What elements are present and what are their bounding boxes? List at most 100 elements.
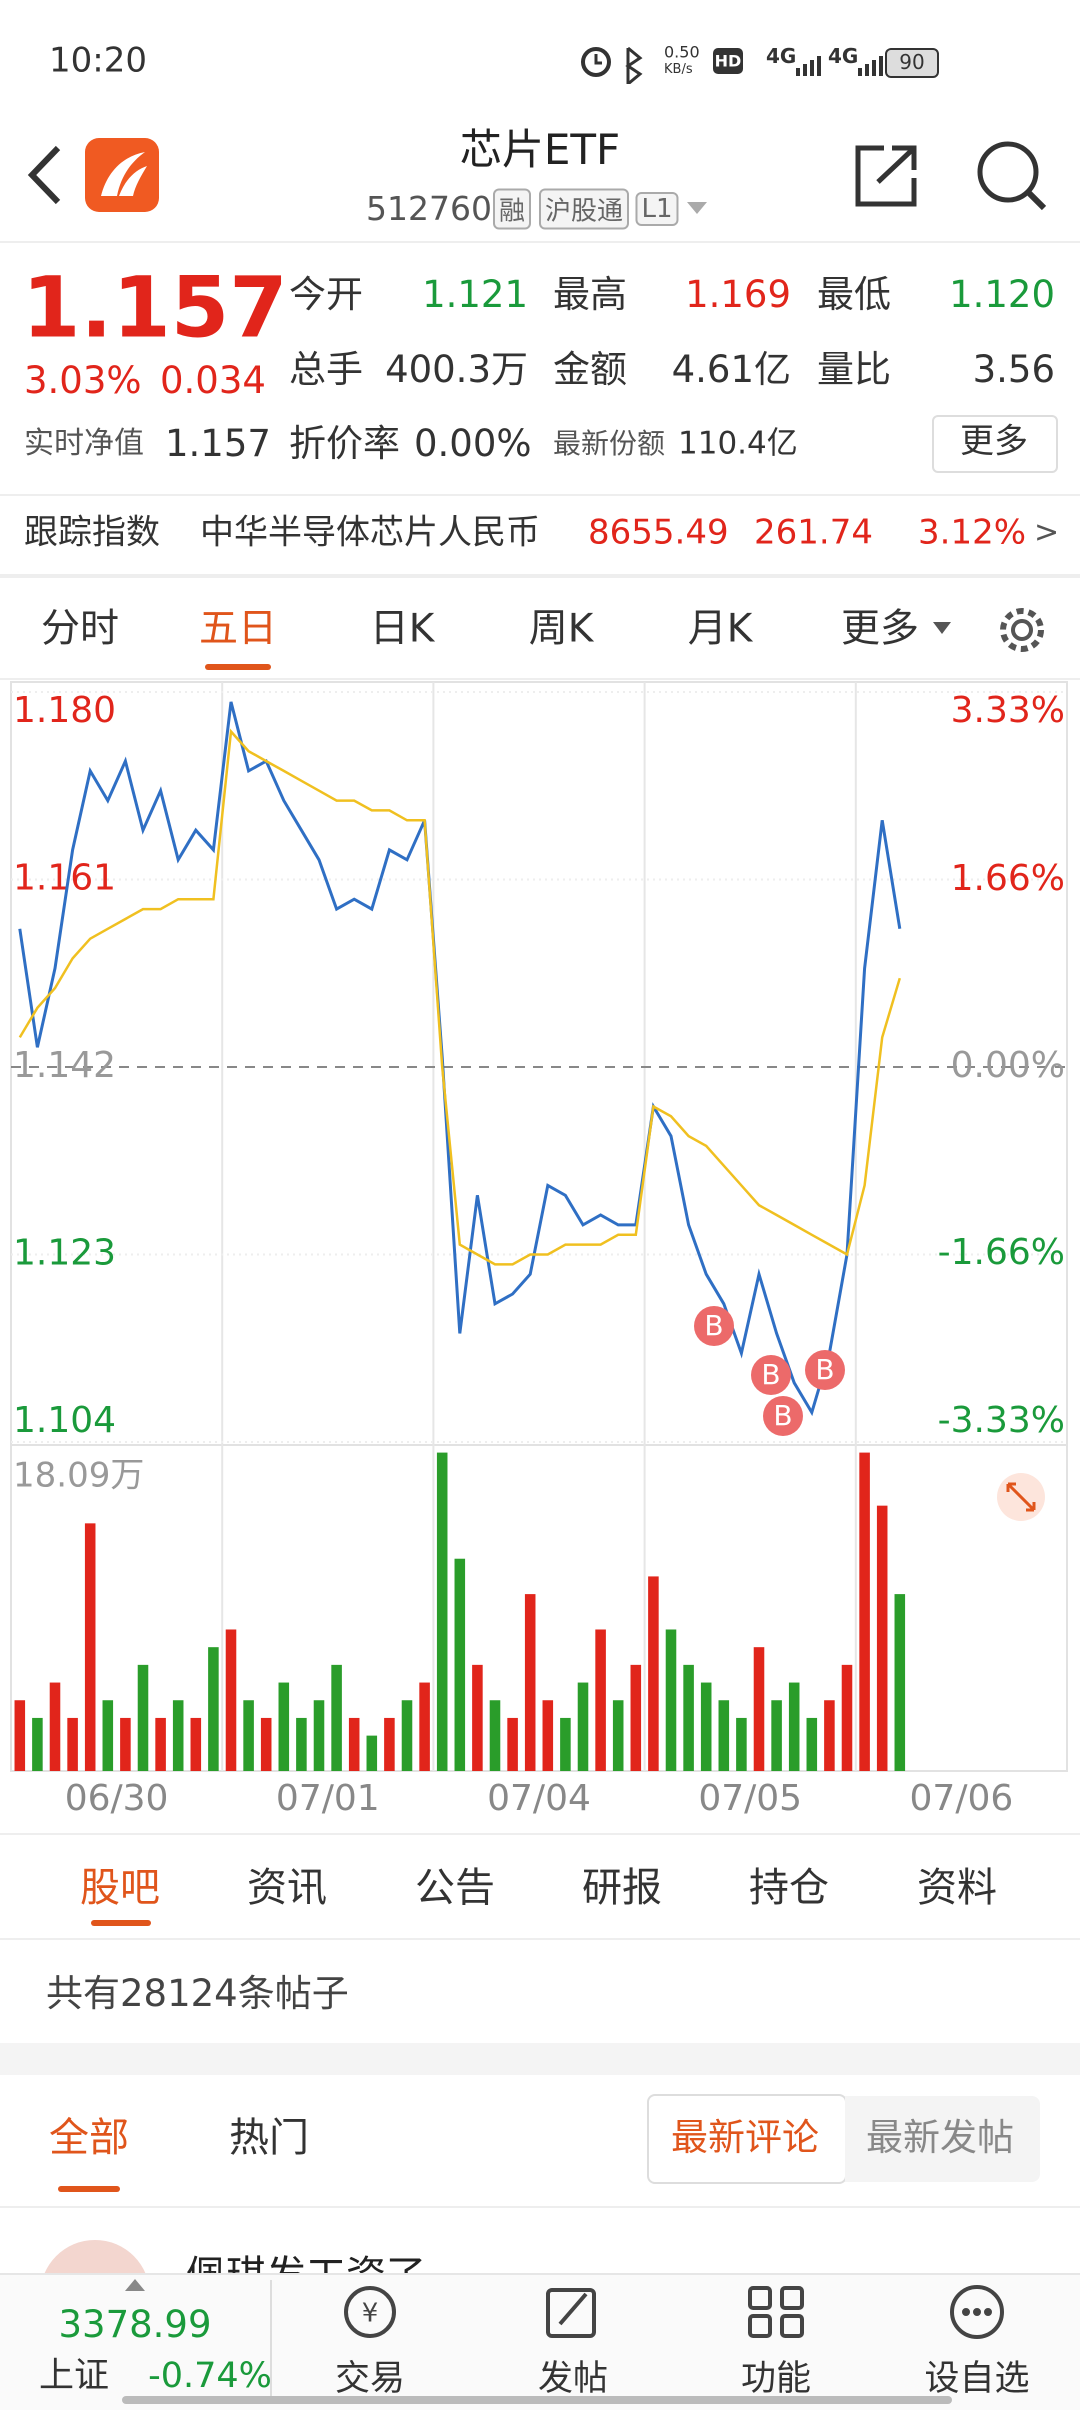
back-button[interactable] [20, 140, 70, 210]
tab-underline [58, 2186, 120, 2192]
net-speed: 0.50 [664, 42, 700, 62]
volume-bar [648, 1576, 659, 1771]
change: 0.034 [160, 358, 266, 402]
content-tab[interactable]: 资讯 [247, 1865, 327, 1911]
chart-tab[interactable]: 月K [687, 606, 753, 652]
title: 芯片ETF [459, 124, 621, 174]
index-change-pct: 3.12% [918, 512, 1027, 553]
volume-bar [313, 1700, 325, 1771]
content-tab[interactable]: 资料 [917, 1865, 997, 1911]
buy-marker-label: B [704, 1309, 723, 1342]
battery-level: 90 [899, 50, 925, 74]
volume-bar [190, 1717, 202, 1771]
index-arrow[interactable]: > [1034, 515, 1060, 550]
battery [885, 48, 939, 78]
sort-label: 最新发帖 [866, 2115, 1014, 2159]
volume-bar [366, 1735, 378, 1771]
nav-label: 实时净值 [24, 426, 144, 461]
buy-marker [751, 1355, 791, 1395]
stat-label: 量比 [817, 347, 891, 391]
stat-label: 最低 [817, 272, 891, 316]
x-tick-label: 06/30 [65, 1778, 169, 1819]
y2-tick-label: 1.66% [951, 858, 1065, 899]
y-tick-label: 1.123 [13, 1233, 116, 1274]
nav-item[interactable]: 功能 [740, 2359, 812, 2399]
index-name: 上证 [38, 2356, 110, 2396]
settings-button[interactable] [994, 602, 1050, 658]
volume-tick-label: 18.09万 [13, 1456, 144, 1496]
volume-bar [507, 1717, 518, 1771]
index-name: 中华半导体芯片人民币 [200, 512, 540, 553]
share-button[interactable] [852, 142, 922, 208]
volume-bar [137, 1664, 149, 1771]
volume-bar [577, 1682, 589, 1771]
volume-bar [806, 1717, 818, 1771]
volume-bar [595, 1629, 606, 1771]
average-line [18, 728, 901, 1266]
nav-item[interactable]: 交易 [334, 2359, 406, 2399]
content-tab[interactable]: 研报 [582, 1865, 662, 1911]
volume-bar [718, 1700, 730, 1771]
sort-button[interactable] [845, 2096, 1040, 2182]
volume-bar [489, 1700, 501, 1771]
content-tab[interactable]: 公告 [415, 1865, 495, 1911]
volume-bar [665, 1629, 677, 1771]
volume-bar [824, 1700, 835, 1771]
filter-tab[interactable]: 热门 [229, 2115, 309, 2161]
dropdown-arrow[interactable] [686, 200, 708, 216]
index-change: -0.74% [148, 2356, 272, 2396]
nav: 1.157 [165, 421, 271, 465]
chart-tab[interactable]: 日K [369, 606, 435, 652]
tab-underline [91, 1920, 151, 1926]
search-button[interactable] [972, 138, 1052, 214]
chart-tab[interactable]: 分时 [40, 606, 120, 652]
content-tab[interactable]: 持仓 [749, 1865, 829, 1911]
chart-tab[interactable]: 更多 [840, 606, 920, 652]
section-gap [0, 2043, 1080, 2075]
y-tick-label: 1.161 [13, 858, 116, 899]
badge: 沪股通 [538, 188, 630, 230]
volume-bar [630, 1664, 642, 1771]
volume-bar [419, 1682, 430, 1771]
sort-button-active[interactable] [647, 2094, 847, 2184]
stat-value: 1.121 [422, 272, 528, 316]
volume-bar [331, 1664, 342, 1771]
change-pct: 3.03% [24, 358, 142, 402]
volume-bar [700, 1682, 712, 1771]
volume-bar [683, 1664, 694, 1771]
logo [85, 138, 159, 212]
volume-bar [172, 1700, 184, 1771]
y2-tick-label: -1.66% [938, 1232, 1065, 1273]
volume-bar [472, 1664, 483, 1771]
index-quote[interactable]: 3378.99 [58, 2302, 212, 2346]
y-tick-label: 1.142 [13, 1045, 116, 1086]
volume-bar [560, 1717, 571, 1771]
chart-tab[interactable]: 周K [528, 606, 594, 652]
filter-tab-active[interactable]: 全部 [49, 2115, 129, 2161]
chart-tab-active[interactable]: 五日 [198, 606, 278, 652]
divider [0, 678, 1080, 680]
volume-bar [841, 1664, 853, 1771]
svg-text:¥: ¥ [362, 2299, 379, 2329]
nav-separator [270, 2280, 272, 2400]
volume-bar [120, 1717, 131, 1771]
y-tick-label: 1.180 [13, 690, 116, 731]
content-tab-active[interactable]: 股吧 [80, 1865, 160, 1911]
buy-marker-label: B [815, 1353, 834, 1386]
network-1: 4G [766, 44, 797, 68]
nav-item[interactable]: 设自选 [924, 2359, 1030, 2399]
chart-frame [10, 681, 1068, 1772]
volume-bar [155, 1717, 166, 1771]
volume-bar [296, 1717, 307, 1771]
nav-item[interactable]: 发帖 [537, 2359, 609, 2399]
status-icons [581, 46, 643, 84]
discount-label: 折价率 [289, 421, 400, 465]
volume-bar [788, 1682, 800, 1771]
more-button[interactable] [932, 415, 1058, 473]
shares-label: 最新份额 [553, 427, 666, 461]
volume-bar [102, 1700, 114, 1771]
buy-marker [694, 1306, 734, 1346]
home-indicator [122, 2396, 952, 2404]
volume-bar [225, 1629, 237, 1771]
